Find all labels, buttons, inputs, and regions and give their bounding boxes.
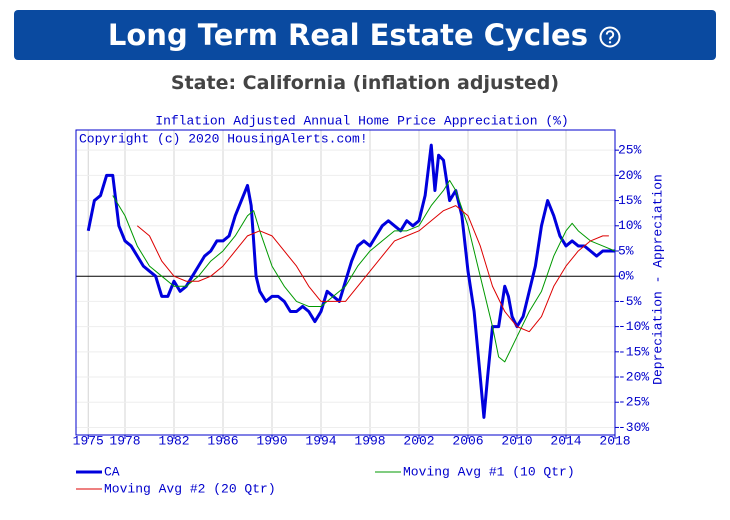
x-tick-label: 2006 [452, 433, 483, 448]
y-tick-label: 15% [618, 193, 642, 208]
x-tick-label: 1986 [207, 433, 238, 448]
x-tick-label: 1978 [109, 433, 140, 448]
y-tick-label: -30% [618, 420, 649, 435]
series-line [112, 179, 616, 363]
y-tick-label: 0% [618, 269, 634, 284]
x-tick-label: 1982 [158, 433, 189, 448]
x-tick-label: 2014 [550, 433, 581, 448]
y-tick-label: -25% [618, 395, 649, 410]
y-tick-label: -15% [618, 344, 649, 359]
annotation: Copyright (c) 2020 HousingAlerts.com! [79, 131, 368, 146]
x-tick-label: 1998 [354, 433, 385, 448]
x-tick-label: 1994 [305, 433, 336, 448]
y-axis-label: Depreciation - Appreciation [650, 174, 665, 385]
y-tick-label: -20% [618, 369, 649, 384]
legend-label: CA [104, 464, 120, 479]
help-icon[interactable] [598, 25, 622, 49]
y-tick-label: 25% [618, 143, 642, 158]
legend-label: Moving Avg #2 (20 Qtr) [104, 481, 276, 496]
y-tick-label: 10% [618, 218, 642, 233]
x-tick-label: 2010 [501, 433, 532, 448]
banner: Long Term Real Estate Cycles [14, 10, 716, 60]
x-tick-label: 1990 [256, 433, 287, 448]
legend-label: Moving Avg #1 (10 Qtr) [403, 464, 575, 479]
x-tick-label: 2002 [403, 433, 434, 448]
y-tick-label: -10% [618, 319, 649, 334]
plot-frame [75, 129, 616, 436]
subtitle: State: California (inflation adjusted) [170, 72, 560, 94]
series-line [136, 205, 609, 333]
series-line [86, 143, 615, 419]
x-tick-label: 1975 [73, 433, 104, 448]
x-tick-label: 2018 [599, 433, 630, 448]
page-title: Long Term Real Estate Cycles [107, 18, 588, 52]
chart-title: Inflation Adjusted Annual Home Price App… [155, 113, 568, 128]
y-tick-label: 5% [618, 243, 634, 258]
y-tick-label: 20% [618, 168, 642, 183]
y-tick-label: -5% [618, 294, 642, 309]
